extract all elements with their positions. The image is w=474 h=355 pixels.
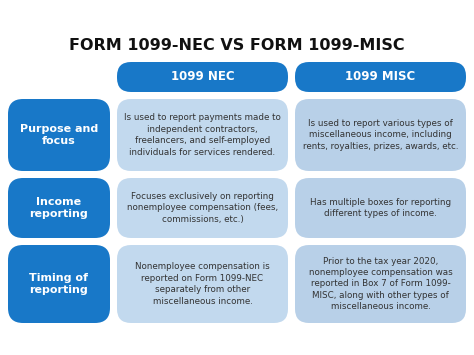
Text: Focuses exclusively on reporting
nonemployee compensation (fees,
commissions, et: Focuses exclusively on reporting nonempl… (127, 192, 278, 224)
Text: Is used to report payments made to
independent contractors,
freelancers, and sel: Is used to report payments made to indep… (124, 113, 281, 157)
Text: 1099 MISC: 1099 MISC (346, 71, 416, 83)
Text: Income
reporting: Income reporting (29, 197, 88, 219)
Text: Is used to report various types of
miscellaneous income, including
rents, royalt: Is used to report various types of misce… (303, 119, 458, 151)
FancyBboxPatch shape (295, 178, 466, 238)
FancyBboxPatch shape (8, 245, 110, 323)
FancyBboxPatch shape (117, 178, 288, 238)
Text: FORM 1099-NEC VS FORM 1099-MISC: FORM 1099-NEC VS FORM 1099-MISC (69, 38, 405, 53)
Text: 1099 NEC: 1099 NEC (171, 71, 234, 83)
FancyBboxPatch shape (295, 99, 466, 171)
Text: Timing of
reporting: Timing of reporting (29, 273, 89, 295)
FancyBboxPatch shape (295, 245, 466, 323)
Text: Has multiple boxes for reporting
different types of income.: Has multiple boxes for reporting differe… (310, 198, 451, 218)
FancyBboxPatch shape (8, 99, 110, 171)
FancyBboxPatch shape (117, 245, 288, 323)
Text: Nonemployee compensation is
reported on Form 1099-NEC
separately from other
misc: Nonemployee compensation is reported on … (135, 262, 270, 306)
FancyBboxPatch shape (8, 178, 110, 238)
FancyBboxPatch shape (117, 62, 288, 92)
FancyBboxPatch shape (117, 99, 288, 171)
FancyBboxPatch shape (295, 62, 466, 92)
Text: Purpose and
focus: Purpose and focus (20, 124, 98, 146)
Text: Prior to the tax year 2020,
nonemployee compensation was
reported in Box 7 of Fo: Prior to the tax year 2020, nonemployee … (309, 257, 452, 311)
